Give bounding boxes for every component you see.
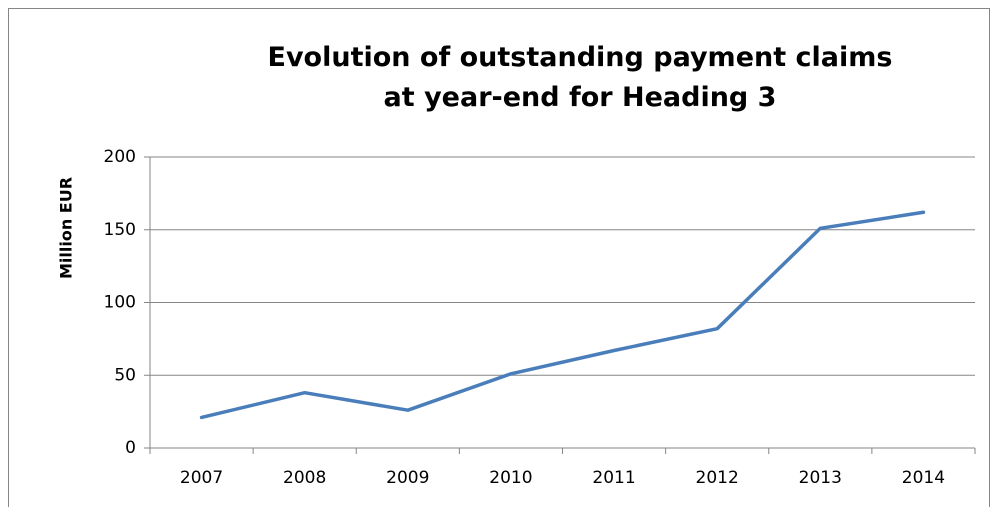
x-tick-label: 2013 — [799, 468, 842, 488]
y-tick-label: 150 — [104, 220, 136, 240]
x-tick-label: 2007 — [180, 468, 223, 488]
x-tick-label: 2011 — [592, 468, 635, 488]
chart-border — [8, 8, 990, 507]
x-tick-label: 2014 — [902, 468, 945, 488]
y-tick-label: 50 — [114, 365, 136, 385]
data-line — [199, 210, 926, 420]
chart-title: Evolution of outstanding payment claims … — [267, 42, 893, 113]
x-tick-label: 2008 — [283, 468, 326, 488]
y-tick-label: 0 — [125, 438, 136, 458]
x-tick-label: 2012 — [696, 468, 739, 488]
x-tick-label: 2009 — [386, 468, 429, 488]
y-tick-label: 100 — [104, 293, 136, 313]
x-tick-label: 2010 — [489, 468, 532, 488]
y-tick-label: 200 — [104, 147, 136, 167]
y-axis-label: Million EUR — [57, 177, 76, 279]
